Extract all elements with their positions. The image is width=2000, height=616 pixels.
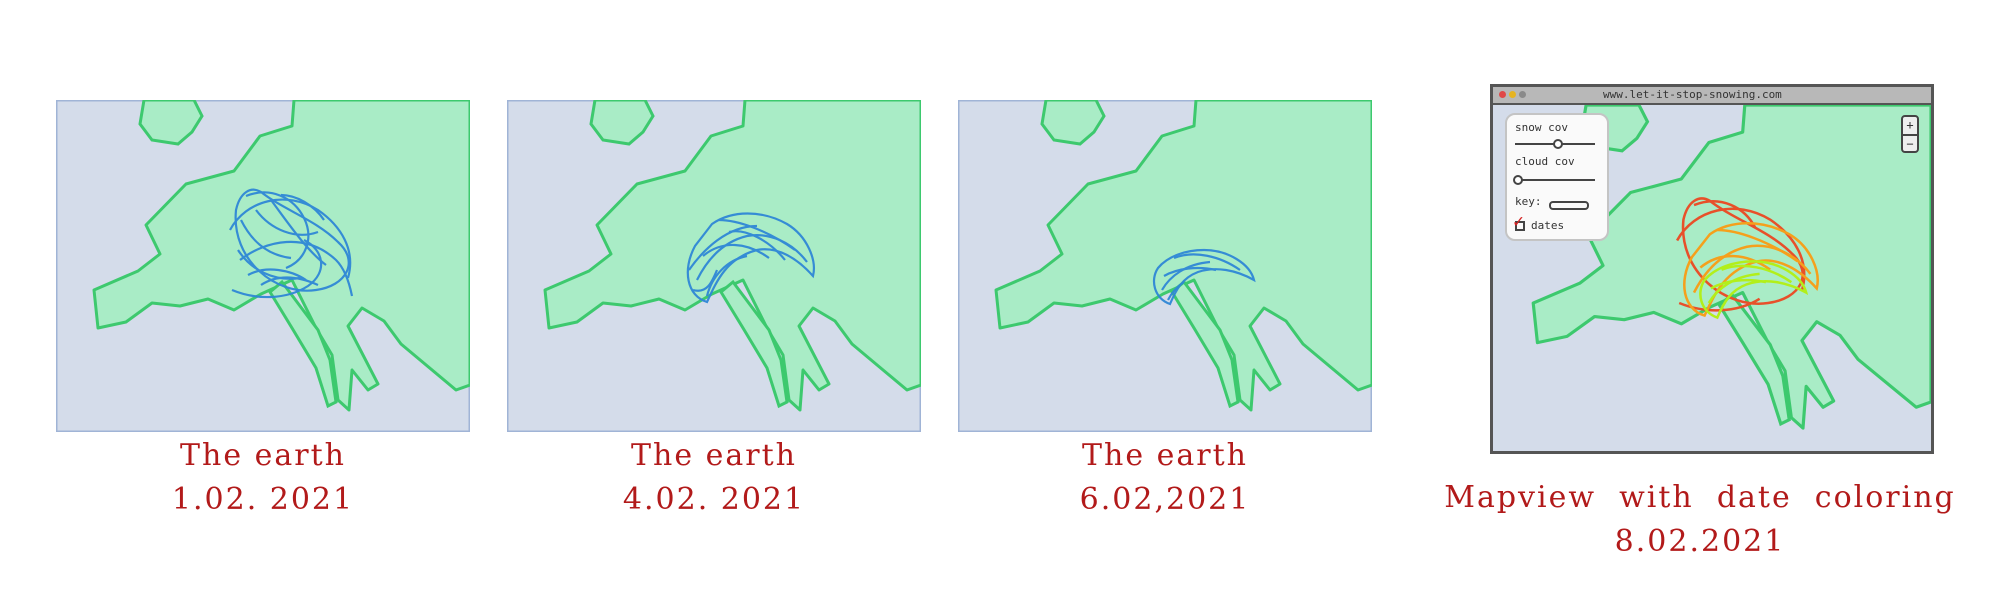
map-1 [56, 100, 470, 432]
map-frame-3 [958, 100, 1372, 432]
land-italy [719, 279, 789, 409]
date-coloring-checkbox[interactable] [1515, 221, 1525, 231]
key-label: key: [1515, 195, 1542, 208]
caption-date: 8.02.2021 [1614, 524, 1786, 559]
caption-frame-3: The earth 6.02,2021 [958, 434, 1372, 522]
snow-cover [229, 188, 354, 299]
land-italy [1170, 279, 1240, 409]
color-key-bar [1549, 201, 1589, 210]
zoom-out-button[interactable]: − [1903, 134, 1917, 153]
close-dot-icon[interactable] [1499, 91, 1506, 98]
snow-cover-slider-knob[interactable] [1553, 139, 1563, 149]
maximize-dot-icon[interactable] [1519, 91, 1526, 98]
land-britain [1040, 100, 1106, 146]
caption-title: The earth [180, 438, 346, 473]
url-bar[interactable]: www.let-it-stop-snowing.com [1603, 88, 1782, 101]
land-britain [589, 100, 655, 146]
minimize-dot-icon[interactable] [1509, 91, 1516, 98]
land-britain [138, 100, 204, 146]
cloud-cover-slider-knob[interactable] [1513, 175, 1523, 185]
caption-date: 6.02,2021 [1079, 482, 1251, 517]
window-titlebar: www.let-it-stop-snowing.com [1493, 87, 1931, 105]
layer-control-panel: snow cov cloud cov key: ✓ dates [1505, 113, 1609, 241]
zoom-in-button[interactable]: + [1906, 118, 1914, 132]
land-italy [1717, 292, 1791, 427]
map-4[interactable] [1493, 105, 1931, 451]
date-layer-newest [1699, 260, 1809, 320]
caption-title: The earth [1082, 438, 1248, 473]
map-2 [507, 100, 921, 432]
land-italy [268, 279, 338, 409]
caption-date: 1.02. 2021 [171, 482, 355, 517]
cloud-cover-label: cloud cov [1515, 155, 1575, 168]
date-coloring-label: dates [1531, 219, 1565, 232]
app-window: www.let-it-stop-snowing.com [1490, 84, 1934, 454]
map-frame-2 [507, 100, 921, 432]
map-3 [958, 100, 1372, 432]
snow-cover-label: snow cov [1515, 121, 1568, 134]
zoom-control: + − [1901, 115, 1919, 153]
caption-mapview: Mapview with date coloring 8.02.2021 [1430, 476, 1970, 564]
cloud-cover-slider[interactable] [1513, 175, 1595, 185]
date-layer-middle [1683, 222, 1819, 318]
date-color-overlay [1675, 197, 1819, 320]
checkmark-icon: ✓ [1513, 211, 1524, 232]
caption-title: The earth [631, 438, 797, 473]
snow-cover-slider[interactable] [1515, 139, 1595, 149]
snow-cover [1152, 248, 1256, 306]
caption-frame-1: The earth 1.02. 2021 [56, 434, 470, 522]
caption-date: 4.02. 2021 [622, 482, 806, 517]
caption-title: Mapview with date coloring [1444, 480, 1956, 515]
map-frame-1 [56, 100, 470, 432]
snow-cover [686, 212, 815, 304]
caption-frame-2: The earth 4.02. 2021 [507, 434, 921, 522]
